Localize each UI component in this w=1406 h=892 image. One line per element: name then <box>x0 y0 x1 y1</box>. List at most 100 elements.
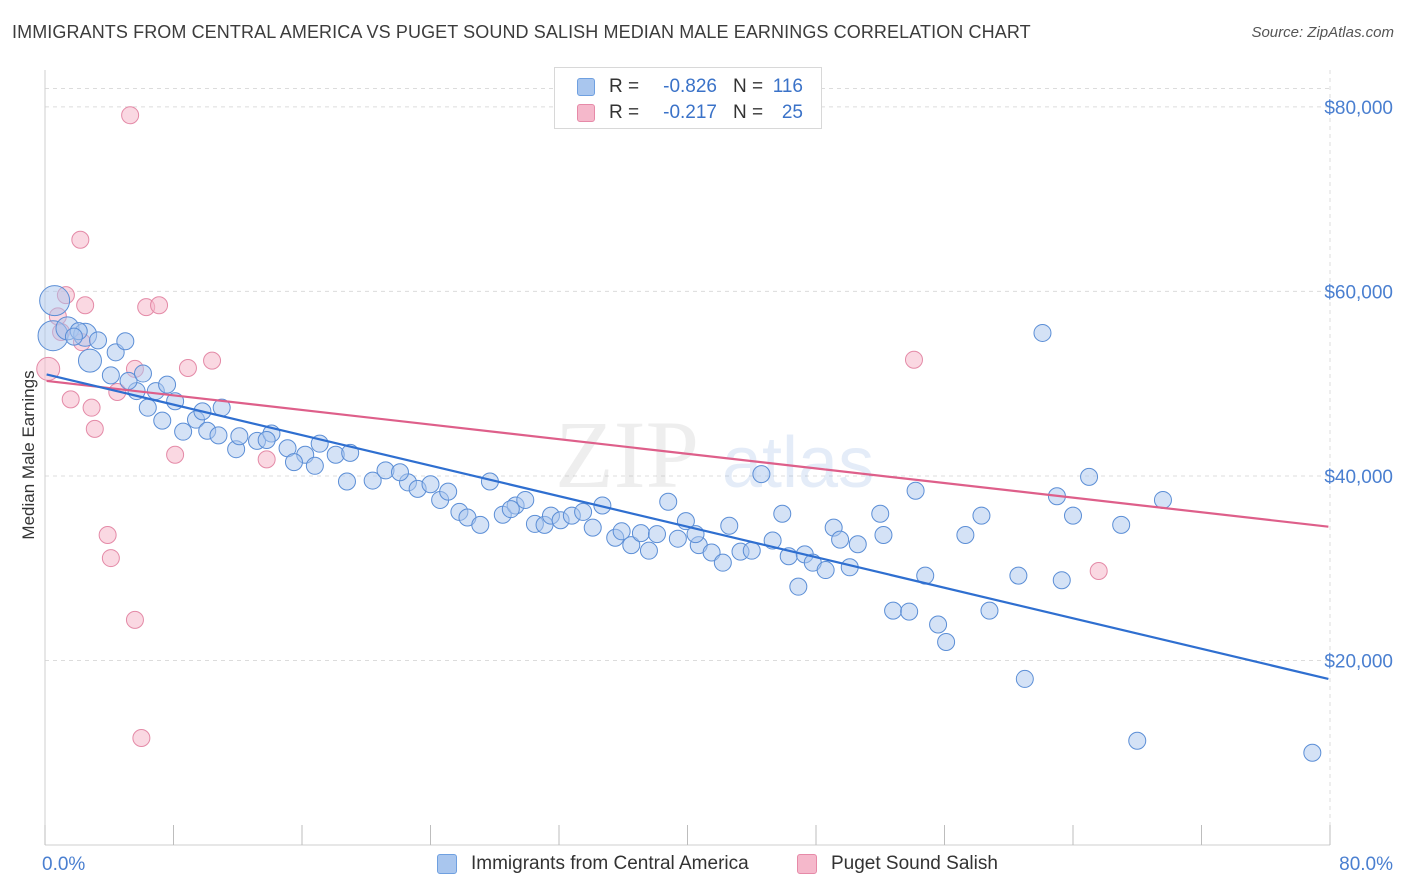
blue-data-point <box>929 615 948 634</box>
blue-data-point <box>647 525 666 544</box>
pink-data-point <box>121 106 140 125</box>
blue-data-point <box>884 601 903 620</box>
legend-r-label: R = <box>609 102 640 123</box>
legend-box: R = -0.826 N = 116 R = -0.217 N = 25 <box>554 67 822 129</box>
blue-data-point <box>230 427 249 446</box>
pink-data-point <box>61 390 80 409</box>
blue-data-point <box>906 481 925 500</box>
y-tick-label: $20,000 <box>1324 651 1393 672</box>
blue-data-point <box>1052 571 1071 590</box>
blue-data-point <box>174 422 193 441</box>
blue-data-point <box>574 502 593 521</box>
blue-data-point <box>874 526 893 544</box>
blue-data-point <box>631 524 650 543</box>
blue-data-point <box>622 536 641 555</box>
pink-data-point <box>82 398 101 417</box>
blue-data-point <box>363 471 382 490</box>
pink-data-point <box>85 419 104 438</box>
tick-labels: $20,000 $40,000 $60,000 $80,000 0.0% 80.0% <box>42 98 1393 875</box>
blue-data-point <box>789 577 808 596</box>
watermark-zip: ZIP <box>555 401 699 508</box>
blue-data-point <box>209 426 228 445</box>
source-label: Source: ZipAtlas.com <box>1251 24 1394 41</box>
blue-data-point <box>337 472 356 491</box>
blue-data-point <box>158 375 177 394</box>
bottom-legend-series1: Immigrants from Central America <box>437 852 749 876</box>
bottom-legend-series2: Puget Sound Salish <box>797 852 998 876</box>
blue-data-point <box>937 633 956 652</box>
trend-lines <box>46 373 1329 680</box>
blue-data-point <box>612 522 631 541</box>
bottom-legend-label-blue: Immigrants from Central America <box>471 853 749 874</box>
pink-data-point <box>71 230 90 249</box>
blue-data-point <box>980 601 999 620</box>
blue-data-point <box>1015 669 1034 688</box>
legend-r-label: R = <box>609 76 640 97</box>
pink-data-point <box>166 445 185 464</box>
legend-n-value: 116 <box>772 76 803 97</box>
blue-data-point <box>702 543 721 562</box>
axes <box>44 70 1331 846</box>
blue-data-point <box>257 430 276 449</box>
legend-r-value: -0.826 <box>663 76 717 97</box>
pink-data-point <box>257 450 276 469</box>
pink-data-point <box>178 359 197 378</box>
blue-data-point <box>1153 490 1172 509</box>
blue-data-point <box>1128 731 1147 750</box>
blue-series-points <box>37 285 1322 762</box>
blue-trend-line <box>46 373 1329 680</box>
legend-n-value: 25 <box>781 102 803 123</box>
blue-data-point <box>89 331 108 350</box>
pink-trend-line <box>46 379 1329 528</box>
pink-data-point <box>904 350 923 369</box>
blue-data-point <box>900 602 919 621</box>
blue-data-point <box>501 500 520 519</box>
legend-r-value: -0.217 <box>663 102 717 123</box>
bottom-legend-label-pink: Puget Sound Salish <box>831 853 998 874</box>
blue-data-point <box>284 453 303 472</box>
blue-data-point <box>1033 323 1052 342</box>
blue-data-point <box>659 492 678 511</box>
blue-data-point <box>439 482 458 501</box>
blue-data-point <box>972 506 991 525</box>
legend-row-pink: R = -0.217 N = 25 <box>577 101 803 125</box>
blue-data-point <box>101 366 120 385</box>
bottom-legend-swatch-blue <box>437 854 457 874</box>
blue-data-point <box>133 364 152 383</box>
blue-data-point <box>742 541 761 560</box>
y-tick-label: $60,000 <box>1324 282 1393 303</box>
pink-data-point <box>98 526 117 544</box>
blue-data-point <box>1303 743 1322 762</box>
blue-data-point <box>1064 506 1082 525</box>
x-tick-label: 0.0% <box>42 854 85 875</box>
pink-data-point <box>1089 561 1108 580</box>
blue-data-point <box>752 465 771 484</box>
pink-data-point <box>150 296 169 315</box>
blue-data-point <box>1009 566 1028 585</box>
blue-data-point <box>871 504 890 523</box>
blue-data-point <box>471 515 490 534</box>
pink-data-point <box>203 351 222 370</box>
y-tick-label: $80,000 <box>1324 98 1393 119</box>
blue-data-point <box>720 516 739 535</box>
pink-data-point <box>132 728 151 747</box>
watermark: ZIP atlas <box>555 401 874 508</box>
blue-data-point <box>77 348 102 373</box>
blue-data-point <box>1080 467 1099 486</box>
blue-data-point <box>816 561 835 580</box>
chart-title: IMMIGRANTS FROM CENTRAL AMERICA VS PUGET… <box>12 22 1031 42</box>
blue-data-point <box>1112 515 1131 534</box>
bottom-legend-swatch-pink <box>797 854 817 874</box>
pink-data-point <box>125 610 144 629</box>
blue-data-point <box>64 327 83 346</box>
blue-data-point <box>305 456 324 475</box>
blue-data-point <box>956 526 975 544</box>
legend-swatch-blue <box>577 78 595 96</box>
blue-data-point <box>421 475 440 494</box>
blue-data-point <box>831 530 850 549</box>
legend-swatch-pink <box>577 104 595 122</box>
legend-n-label: N = <box>733 102 764 123</box>
x-tick-label: 80.0% <box>1339 854 1393 875</box>
watermark-atlas: atlas <box>722 423 874 503</box>
